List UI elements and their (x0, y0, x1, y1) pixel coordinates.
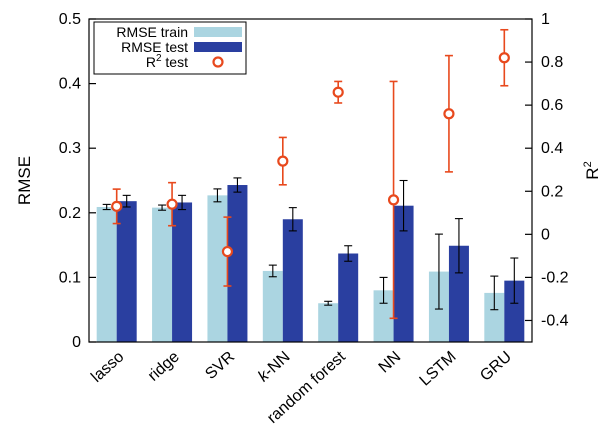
right-axis-title-base: R (583, 167, 602, 179)
category-label-6: NN (376, 348, 405, 376)
left-axis-ticks: 0 0.1 0.2 0.3 0.4 0.5 (59, 11, 96, 351)
bar-train-8 (484, 292, 505, 342)
right-tick-label-4: 0.2 (541, 183, 563, 200)
left-tick-label-6: 0.5 (59, 11, 81, 28)
error-train-2 (158, 204, 167, 211)
bar-train-5 (318, 303, 339, 342)
error-test-5 (344, 245, 353, 262)
legend-label-base: RMSE train (116, 24, 188, 40)
r2-point-3 (221, 245, 234, 258)
left-tick-label-2: 0.1 (59, 269, 81, 286)
error-train-8 (490, 275, 499, 311)
bar-test-8 (504, 280, 525, 342)
bar-test-6 (393, 205, 414, 342)
error-train-4 (268, 264, 277, 278)
bar-train-3 (207, 195, 228, 342)
right-axis-title: R2 (582, 161, 602, 179)
bars-layer (96, 185, 525, 342)
legend-label-2: RMSE test (121, 39, 188, 55)
r2-point-6 (387, 194, 400, 206)
left-axis-title: RMSE (15, 156, 34, 205)
right-tick-label-8: 1 (541, 11, 550, 28)
category-label-1: lasso (88, 348, 127, 386)
right-tick-label-2: -0.2 (541, 269, 569, 286)
bar-test-7 (448, 245, 469, 342)
legend-label-suffix: test (162, 54, 189, 70)
right-axis-ticks: -0.4 -0.2 0 0.2 0.4 0.6 0.8 1 (525, 11, 569, 329)
left-tick-label-5: 0.4 (59, 76, 81, 93)
right-tick-label-3: 0 (541, 226, 550, 243)
r2-point-8 (498, 52, 510, 64)
right-tick-label-7: 0.8 (541, 54, 563, 71)
bar-train-6 (373, 290, 394, 342)
legend-label-base: RMSE test (121, 39, 188, 55)
right-tick-label-6: 0.6 (541, 97, 563, 114)
legend-label-1: RMSE train (116, 24, 188, 40)
error-train-6 (379, 276, 388, 304)
error-test-7 (454, 218, 463, 274)
bar-train-4 (262, 270, 283, 342)
legend-label-sup: 2 (156, 53, 162, 64)
error-test-1 (122, 194, 131, 208)
error-train-5 (324, 300, 333, 306)
bar-train-1 (96, 206, 117, 342)
bar-test-1 (116, 201, 137, 342)
error-test-2 (178, 194, 187, 211)
r2-point-2 (166, 198, 178, 210)
bar-train-2 (152, 207, 173, 342)
legend-label-3: R2 test (146, 53, 188, 70)
right-axis-title-sup: 2 (582, 161, 594, 167)
category-label-4: k-NN (255, 348, 293, 385)
legend-marker-r2 (212, 56, 224, 68)
left-tick-label-4: 0.3 (59, 140, 81, 157)
left-tick-label-1: 0 (72, 334, 81, 351)
r2-point-7 (443, 108, 455, 120)
legend-label-base: R (146, 54, 156, 70)
r2-point-1 (111, 200, 123, 212)
error-test-4 (288, 207, 297, 232)
bar-test-3 (227, 185, 248, 342)
r2-point-5 (332, 86, 344, 98)
category-label-3: SVR (202, 348, 238, 383)
r2-markers-layer (111, 52, 510, 258)
category-label-2: ridge (145, 348, 183, 385)
error-test-3 (233, 177, 242, 193)
error-train-3 (213, 188, 222, 203)
bar-test-5 (338, 253, 359, 342)
legend-swatch-1 (194, 27, 242, 37)
legend-swatch-2 (194, 42, 242, 52)
error-train-1 (102, 203, 111, 211)
category-label-7: LSTM (417, 348, 460, 389)
plot-frame (88, 18, 533, 343)
bar-test-2 (172, 202, 193, 342)
bar-test-4 (282, 219, 303, 342)
left-tick-label-3: 0.2 (59, 205, 81, 222)
category-label-8: GRU (477, 348, 515, 384)
r2-point-4 (277, 155, 289, 167)
error-train-7 (434, 233, 443, 310)
right-tick-label-1: -0.4 (541, 312, 569, 329)
error-test-8 (510, 257, 519, 304)
right-tick-label-5: 0.4 (541, 140, 563, 157)
error-test-6 (399, 179, 408, 232)
